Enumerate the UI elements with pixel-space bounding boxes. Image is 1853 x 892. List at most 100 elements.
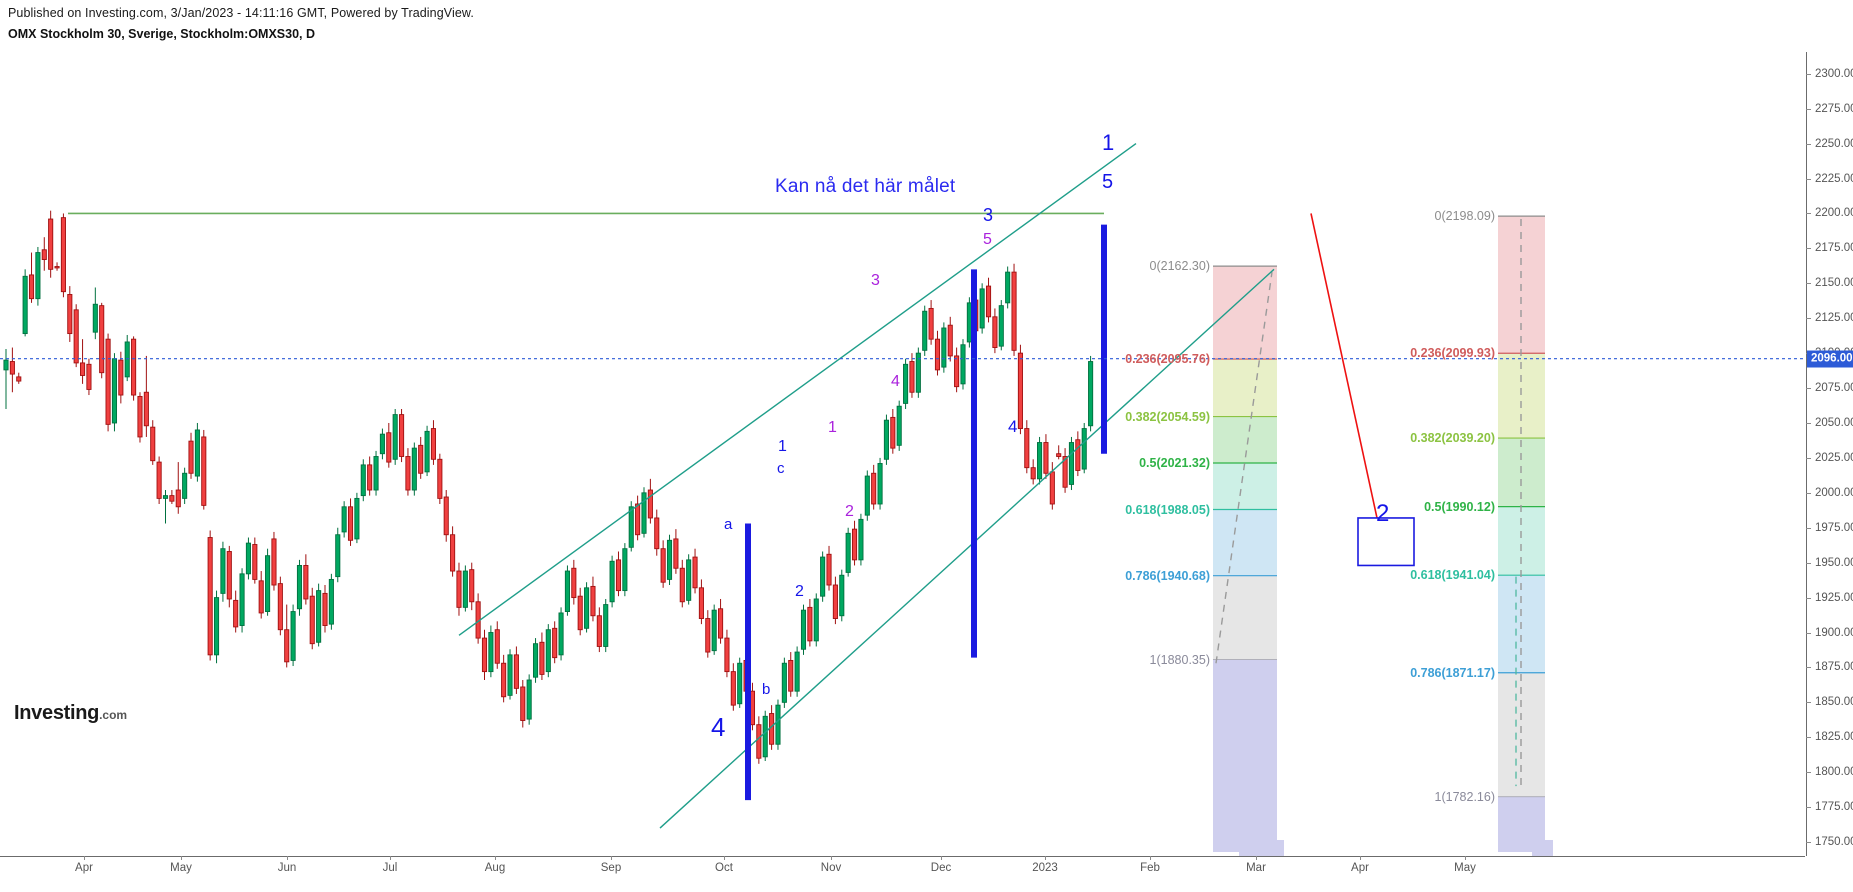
candlestick bbox=[54, 262, 60, 271]
fib-level-label: 0.236(2099.93) bbox=[1410, 346, 1495, 361]
candlestick bbox=[877, 457, 883, 510]
candle-body bbox=[213, 597, 220, 656]
candlestick bbox=[322, 585, 328, 633]
x-tick-label: Apr bbox=[75, 862, 93, 874]
candlestick bbox=[526, 674, 532, 725]
y-tick-mark bbox=[1806, 283, 1811, 285]
candlestick bbox=[609, 555, 615, 608]
candlestick bbox=[481, 629, 488, 680]
y-tick-mark bbox=[1806, 842, 1811, 844]
y-tick-mark bbox=[1806, 667, 1811, 669]
logo-wordmark: Investing bbox=[14, 702, 100, 724]
candle-body bbox=[877, 463, 883, 505]
x-tick-mark bbox=[831, 856, 832, 860]
candle-body bbox=[947, 324, 953, 357]
y-tick-mark bbox=[1806, 772, 1811, 774]
candle-body bbox=[922, 310, 928, 351]
candle-body bbox=[654, 517, 660, 550]
x-tick-label: Jun bbox=[277, 862, 297, 874]
candle-body bbox=[539, 641, 545, 675]
candlestick bbox=[162, 490, 169, 524]
projected-decline-line bbox=[1310, 213, 1378, 519]
candle-body bbox=[437, 458, 443, 499]
candle-body bbox=[207, 537, 213, 656]
candle-body bbox=[775, 704, 781, 745]
candlestick bbox=[411, 442, 417, 496]
candlestick bbox=[405, 448, 411, 496]
candle-body bbox=[367, 464, 373, 491]
candlestick bbox=[686, 554, 692, 605]
y-tick-mark bbox=[1806, 73, 1811, 75]
candlestick bbox=[635, 495, 641, 541]
fib-zone-band-extended bbox=[1213, 659, 1277, 852]
candlestick bbox=[788, 652, 794, 697]
y-tick-label: 2125.00 bbox=[1815, 312, 1853, 325]
candle-body bbox=[111, 358, 118, 424]
candle-body bbox=[469, 569, 475, 603]
y-tick-label: 2075.00 bbox=[1815, 382, 1853, 395]
candlestick bbox=[233, 590, 239, 633]
candle-body bbox=[781, 662, 787, 703]
candle-body bbox=[603, 604, 609, 647]
candle-body bbox=[1068, 442, 1075, 485]
candlestick bbox=[1056, 445, 1062, 460]
candle-body bbox=[609, 560, 615, 603]
y-axis-line bbox=[1806, 52, 1807, 856]
y-tick-mark bbox=[1806, 527, 1811, 529]
candle-body bbox=[443, 496, 449, 536]
candle-body bbox=[456, 570, 462, 608]
candlestick bbox=[41, 237, 47, 271]
wave-label: 5 bbox=[1102, 171, 1114, 193]
candlestick bbox=[730, 663, 736, 711]
candlestick bbox=[418, 436, 424, 479]
candlestick bbox=[1088, 355, 1094, 432]
candle-body bbox=[347, 506, 354, 541]
candle-body bbox=[99, 305, 105, 374]
candlestick bbox=[934, 330, 941, 376]
x-tick-mark bbox=[1360, 856, 1361, 860]
fib-level-label: 0.236(2095.76) bbox=[1125, 352, 1210, 367]
candlestick bbox=[647, 478, 653, 524]
candlestick bbox=[520, 679, 526, 728]
candlestick bbox=[86, 358, 92, 396]
candlestick bbox=[845, 527, 851, 577]
x-tick-label: Oct bbox=[715, 862, 733, 874]
y-axis-price-scale[interactable]: 2300.00 2275.00 2250.00 2225.00 2200.00 2175.… bbox=[1806, 52, 1853, 892]
x-tick-mark bbox=[1256, 856, 1257, 860]
y-tick-label: 1850.00 bbox=[1815, 696, 1853, 709]
chart-plot-area[interactable] bbox=[0, 52, 1806, 852]
y-tick-label: 2150.00 bbox=[1815, 277, 1853, 290]
candle-body bbox=[1081, 428, 1087, 470]
candle-body bbox=[131, 338, 137, 396]
candlestick bbox=[1081, 422, 1087, 474]
wave-label: 4 bbox=[891, 373, 900, 390]
candlestick bbox=[775, 699, 781, 750]
candlestick bbox=[762, 710, 768, 762]
fib-level-label: 0.5(1990.12) bbox=[1424, 499, 1495, 514]
candlestick bbox=[858, 513, 864, 566]
candlestick bbox=[16, 372, 22, 384]
candle-body bbox=[903, 363, 909, 404]
candle-body bbox=[1030, 467, 1036, 480]
y-tick-label: 1750.00 bbox=[1815, 836, 1853, 849]
fib-zone-band bbox=[1213, 509, 1277, 576]
candlestick bbox=[252, 537, 258, 584]
candle-body bbox=[571, 567, 577, 599]
candlestick bbox=[851, 520, 858, 566]
candlestick bbox=[1037, 436, 1043, 485]
candle-body bbox=[864, 475, 870, 516]
candlestick bbox=[1005, 266, 1011, 309]
candlestick bbox=[245, 537, 251, 580]
candle-body bbox=[67, 294, 73, 335]
candle-body bbox=[41, 249, 47, 260]
candle-body bbox=[1005, 271, 1011, 304]
candlestick bbox=[239, 568, 245, 633]
candle-body bbox=[635, 503, 641, 536]
candle-body bbox=[271, 538, 277, 586]
y-tick-mark bbox=[1806, 562, 1811, 564]
candle-body bbox=[150, 426, 156, 462]
candlestick bbox=[564, 565, 570, 616]
candle-body bbox=[296, 565, 303, 610]
candlestick bbox=[1011, 263, 1017, 356]
y-tick-label: 2200.00 bbox=[1815, 207, 1853, 220]
